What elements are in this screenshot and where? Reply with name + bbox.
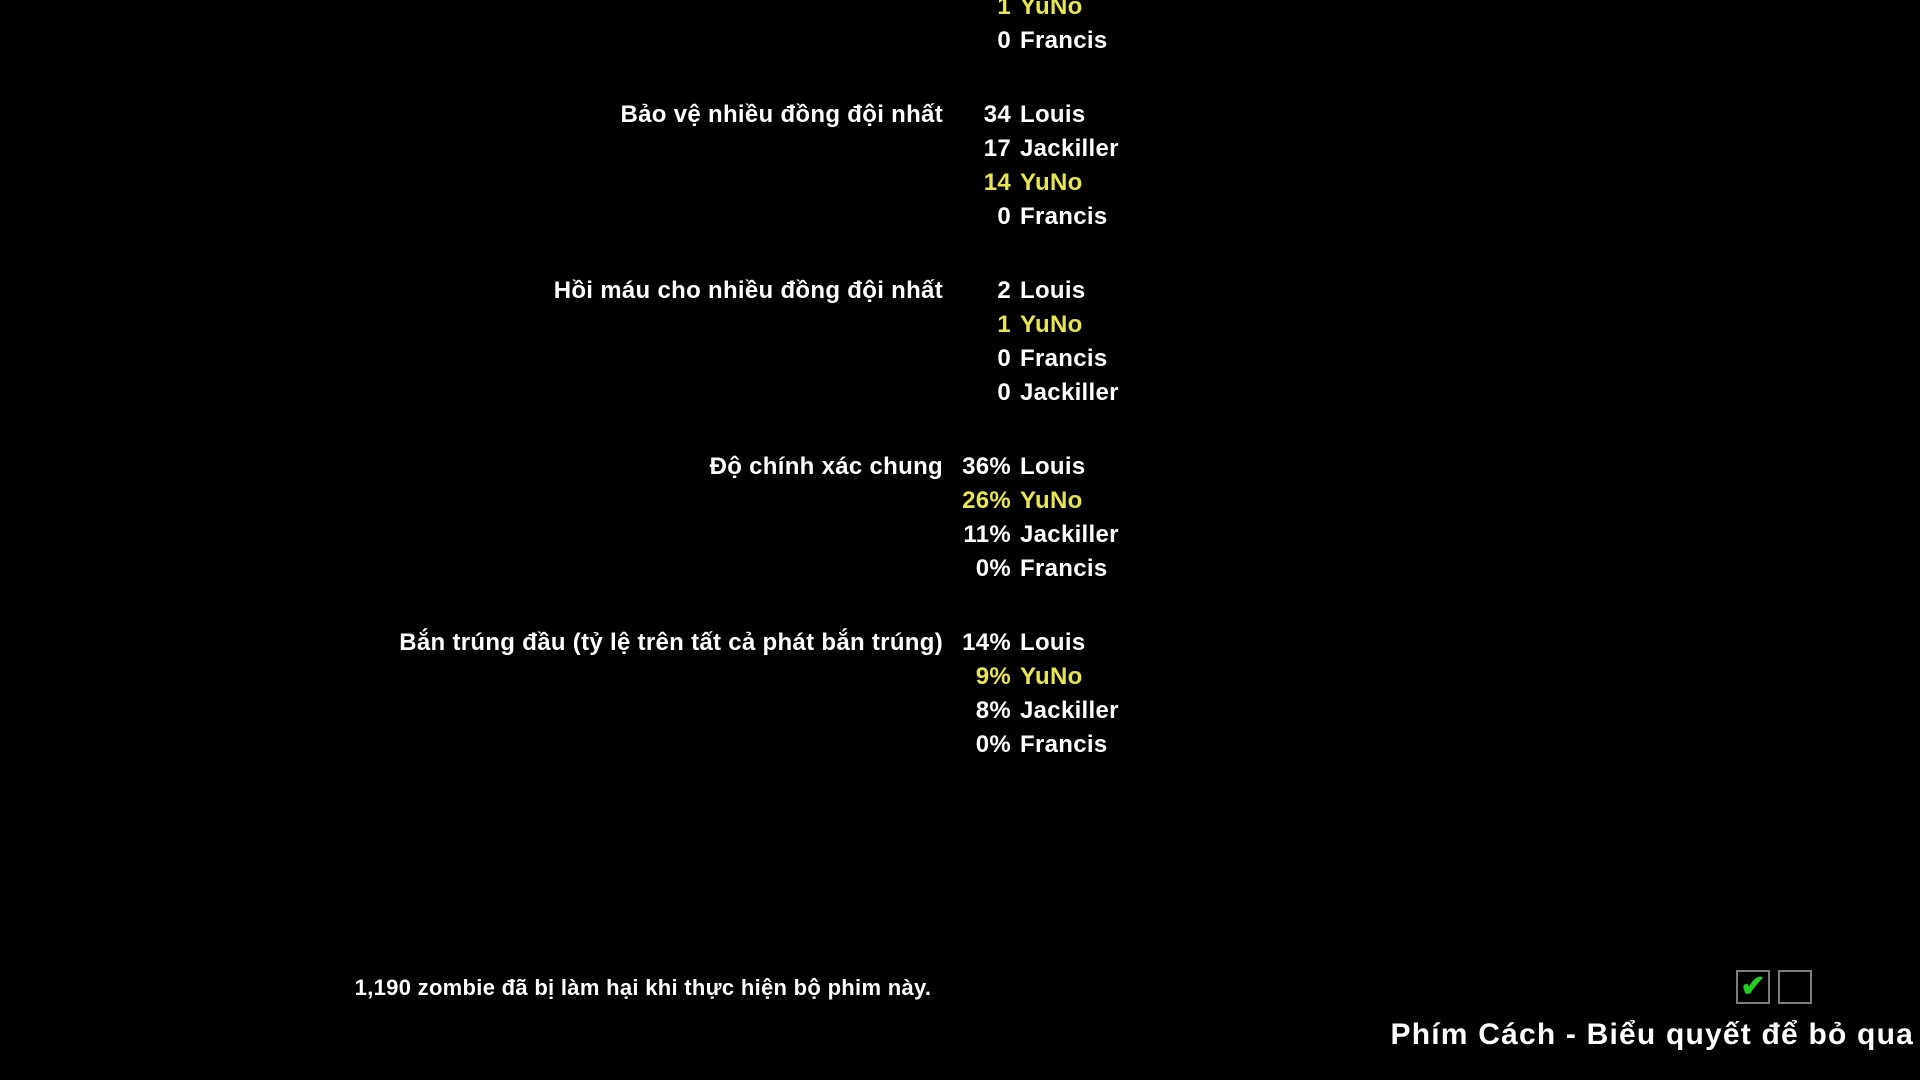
stat-player-name: Francis	[1020, 555, 1108, 582]
stat-row: 26% YuNo	[955, 484, 1083, 518]
stat-player-name: Jackiller	[1020, 135, 1119, 162]
stat-row: 14 YuNo	[955, 166, 1083, 200]
stat-player-name: YuNo	[1020, 169, 1083, 196]
stat-value: 9%	[975, 663, 1011, 690]
skip-vote-checkbox[interactable]	[1778, 970, 1812, 1004]
stat-player-name: YuNo	[1020, 487, 1083, 514]
stat-row: 0 Francis	[955, 200, 1107, 234]
stat-row: 9% YuNo	[955, 660, 1083, 694]
stat-block: Bắn trúng đầu (tỷ lệ trên tất cả phát bắ…	[0, 626, 1920, 762]
stat-player-name: YuNo	[1020, 311, 1083, 338]
stat-player-name: Louis	[1020, 277, 1086, 304]
stat-value: 1	[997, 0, 1011, 20]
stat-player-name: Francis	[1020, 203, 1108, 230]
stat-value: 34	[983, 101, 1011, 128]
stat-label: Bảo vệ nhiều đồng đội nhất	[620, 101, 943, 128]
stat-block: Bảo vệ nhiều đồng đội nhất 34 Louis 17 Jacki…	[0, 98, 1920, 234]
stat-row-list: 1Jackiller1YuNo0Francis	[955, 0, 1119, 58]
stat-player-name: Jackiller	[1020, 379, 1119, 406]
stat-row: 8% Jackiller	[955, 694, 1119, 728]
stat-value: 14%	[962, 629, 1011, 656]
stat-player-name: YuNo	[1020, 663, 1083, 690]
stat-value: 0	[997, 345, 1011, 372]
stat-value: 36%	[962, 453, 1011, 480]
stat-value: 0%	[975, 731, 1011, 758]
stat-label: Độ chính xác chung	[709, 453, 943, 480]
stat-row-list: 36% Louis 26% YuNo 11% Jackiller 0% Francis	[955, 450, 1119, 586]
stat-row: 0 Francis	[955, 342, 1107, 376]
stat-value: 2	[997, 277, 1011, 304]
stat-row: 0% Francis	[955, 552, 1107, 586]
stat-value: 1	[997, 311, 1011, 338]
stat-value: 11%	[963, 521, 1011, 548]
stat-row: 17 Jackiller	[955, 132, 1119, 166]
stat-player-name: Louis	[1020, 453, 1086, 480]
stat-player-name: Francis	[1020, 345, 1108, 372]
stat-row: 14% Louis	[955, 626, 1086, 660]
stat-label: Bắn trúng đầu (tỷ lệ trên tất cả phát bắ…	[399, 629, 943, 656]
stat-row: 0 Francis	[955, 24, 1107, 58]
stat-row: 1 YuNo	[955, 0, 1083, 24]
stat-row: 36% Louis	[955, 450, 1086, 484]
checkmark-icon: ✔	[1740, 970, 1766, 1003]
stat-row: 11% Jackiller	[955, 518, 1119, 552]
skip-prompt-label: Phím Cách - Biểu quyết để bỏ qua	[1390, 1018, 1914, 1051]
stat-row: 1 YuNo	[955, 308, 1083, 342]
stat-row-list: 14% Louis 9% YuNo 8% Jackiller 0% Francis	[955, 626, 1119, 762]
stat-value: 0	[997, 379, 1011, 406]
stat-player-name: Francis	[1020, 731, 1108, 758]
stat-row: 0% Francis	[955, 728, 1107, 762]
stat-row-list: 34 Louis 17 Jackiller 14 YuNo 0 Francis	[955, 98, 1119, 234]
stat-label: Hồi máu cho nhiều đồng đội nhất	[553, 277, 943, 304]
stat-value: 14	[983, 169, 1011, 196]
stat-value: 17	[983, 135, 1011, 162]
stat-player-name: Jackiller	[1020, 521, 1119, 548]
stat-player-name: Jackiller	[1020, 697, 1119, 724]
stat-value: 0	[997, 203, 1011, 230]
stat-block: Độ chính xác chung 36% Louis 26% YuNo 11% Jack…	[0, 450, 1920, 586]
stats-panel: 1Jackiller1YuNo0FrancisBảo vệ nhiều đồng…	[0, 0, 1920, 762]
skip-vote-area: ✔ Phím Cách - Biểu quyết để bỏ qua	[1360, 970, 1920, 1052]
stat-row-list: 2 Louis 1 YuNo 0 Francis 0 Jackiller	[955, 274, 1119, 410]
stat-value: 0	[997, 27, 1011, 54]
stat-block: Hồi máu cho nhiều đồng đội nhất 2 Louis 1 Yu…	[0, 274, 1920, 410]
stat-value: 8%	[975, 697, 1011, 724]
stat-player-name: Francis	[1020, 27, 1108, 54]
stat-value: 26%	[962, 487, 1011, 514]
stat-block: 1Jackiller1YuNo0Francis	[0, 0, 1920, 58]
stat-player-name: YuNo	[1020, 0, 1083, 20]
stat-player-name: Louis	[1020, 629, 1086, 656]
stat-row: 0 Jackiller	[955, 376, 1119, 410]
skip-vote-checkbox-group: ✔	[1360, 970, 1920, 1008]
skip-vote-checkbox[interactable]: ✔	[1736, 970, 1770, 1004]
stat-value: 0%	[975, 555, 1011, 582]
stat-player-name: Louis	[1020, 101, 1086, 128]
stat-row: 2 Louis	[955, 274, 1086, 308]
zombie-casualty-note: 1,190 zombie đã bị làm hại khi thực hiện…	[354, 975, 932, 1000]
stat-row: 34 Louis	[955, 98, 1086, 132]
